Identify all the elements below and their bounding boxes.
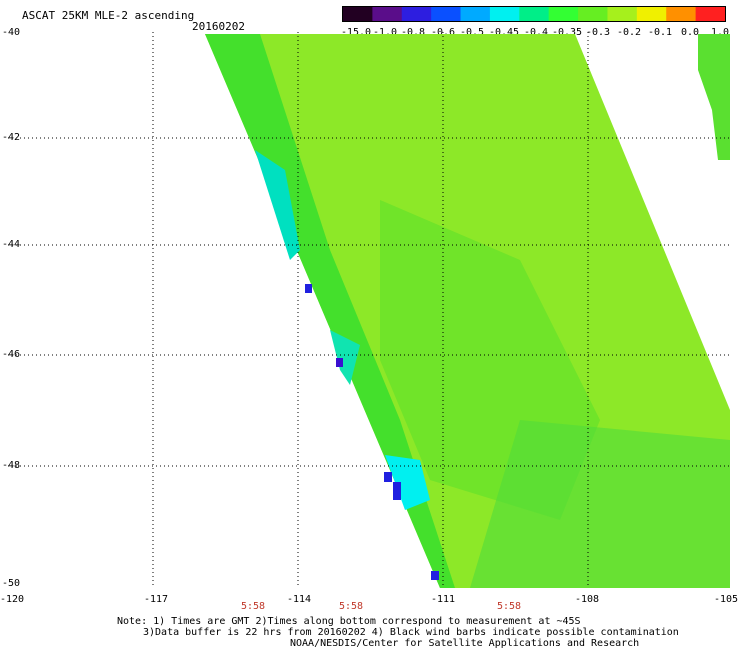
time-label: 5:58 <box>240 601 266 612</box>
colorbar-label: 1.0 <box>710 27 730 38</box>
swath-pixel-blue <box>384 472 392 482</box>
lon-label: -105 <box>713 594 739 605</box>
lat-label: -46 <box>2 349 21 360</box>
swath-edge-cyan <box>255 150 300 260</box>
colorbar-segment <box>695 7 725 21</box>
swath-pixel-blue <box>305 284 312 293</box>
note-line-2: 3)Data buffer is 22 hrs from 20160202 4)… <box>143 627 679 638</box>
graticule <box>8 32 730 588</box>
colorbar-label: 0.0 <box>680 27 700 38</box>
lon-label: -120 <box>0 594 25 605</box>
colorbar <box>342 6 726 22</box>
colorbar-label: -1.0 <box>372 27 398 38</box>
product-title: ASCAT 25KM MLE-2 ascending <box>22 9 195 22</box>
colorbar-label: -0.35 <box>551 27 583 38</box>
colorbar-segment <box>548 7 579 21</box>
colorbar-segment <box>489 7 520 21</box>
note-line-3: NOAA/NESDIS/Center for Satellite Applica… <box>290 638 640 649</box>
colorbar-segment <box>372 7 403 21</box>
right-swath <box>698 34 730 160</box>
lon-label: -117 <box>143 594 169 605</box>
swath-pixel-blue <box>393 482 401 500</box>
colorbar-label: -0.4 <box>523 27 549 38</box>
colorbar-segment <box>431 7 462 21</box>
lat-label: -48 <box>2 460 21 471</box>
swath-lower-green <box>470 420 730 588</box>
lon-label: -111 <box>430 594 456 605</box>
swath-edge-cyan <box>385 455 430 510</box>
colorbar-segment <box>607 7 638 21</box>
lat-label: -42 <box>2 132 21 143</box>
time-label: 5:58 <box>496 601 522 612</box>
colorbar-label: -15.0 <box>340 27 372 38</box>
colorbar-label: -0.8 <box>400 27 426 38</box>
time-label: 5:58 <box>338 601 364 612</box>
swath-edge-cyan <box>330 330 360 385</box>
colorbar-segment <box>636 7 667 21</box>
colorbar-label: -0.5 <box>459 27 485 38</box>
colorbar-segment <box>519 7 550 21</box>
colorbar-label: -0.45 <box>488 27 520 38</box>
swath-pixel-blue <box>336 358 343 367</box>
note-line-1: Note: 1) Times are GMT 2)Times along bot… <box>117 616 581 627</box>
lat-label: -40 <box>2 27 21 38</box>
product-date: 20160202 <box>192 20 245 33</box>
colorbar-segment <box>666 7 697 21</box>
lon-label: -108 <box>574 594 600 605</box>
swath-pixel-blue <box>431 571 439 580</box>
colorbar-label: -0.2 <box>616 27 642 38</box>
colorbar-segment <box>578 7 608 21</box>
lat-label: -50 <box>2 578 21 589</box>
colorbar-segment <box>460 7 491 21</box>
lat-label: -44 <box>2 239 21 250</box>
colorbar-segment <box>343 7 373 21</box>
colorbar-segment <box>401 7 432 21</box>
colorbar-label: -0.1 <box>647 27 673 38</box>
lon-label: -114 <box>286 594 312 605</box>
colorbar-label: -0.3 <box>585 27 611 38</box>
